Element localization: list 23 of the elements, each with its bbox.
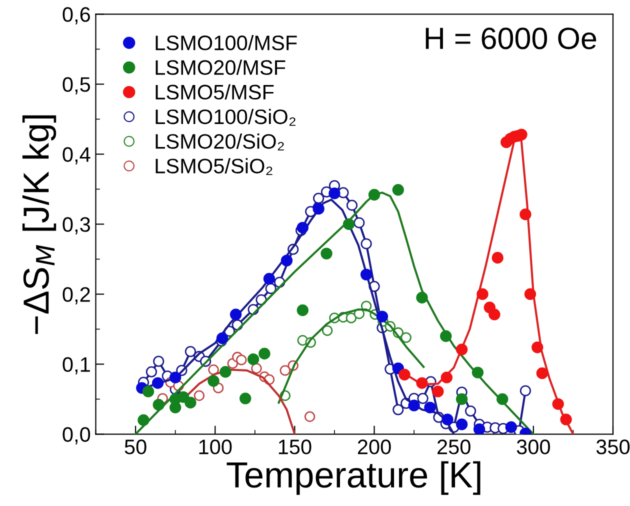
- legend-label: LSMO5/MSF: [156, 84, 274, 100]
- x-tick-label: 200: [358, 440, 391, 454]
- y-tick-label: 0,3: [62, 217, 90, 234]
- legend-label: LSMO5/SiO₂: [156, 158, 272, 176]
- legend-label: LSMO100/MSF: [156, 35, 297, 50]
- y-tick-label: 0,2: [62, 287, 90, 304]
- y-tick-label: 0,6: [62, 7, 90, 24]
- x-tick-label: 250: [438, 440, 470, 454]
- y-tick-label: 0,4: [62, 147, 90, 164]
- x-axis-title: Temperature [K]: [226, 461, 480, 495]
- legend-label: LSMO100/SiO₂: [156, 108, 296, 126]
- y-axis-title: −ΔS$_{M}$ [J/K kg]: [22, 115, 56, 334]
- x-tick-label: 100: [199, 440, 232, 454]
- y-tick-label: 0,1: [62, 357, 90, 374]
- y-tick-label: 0,0: [62, 427, 90, 444]
- x-tick-label: 150: [278, 440, 312, 454]
- x-tick-label: 50: [124, 440, 146, 454]
- annotation: H = 6000 Oe: [426, 28, 596, 50]
- x-tick-label: 350: [596, 440, 630, 454]
- legend-label: LSMO20/SiO₂: [156, 134, 284, 150]
- y-tick-label: 0,5: [62, 77, 90, 94]
- legend-label: LSMO20/MSF: [156, 60, 286, 75]
- x-tick-label: 300: [516, 440, 550, 454]
